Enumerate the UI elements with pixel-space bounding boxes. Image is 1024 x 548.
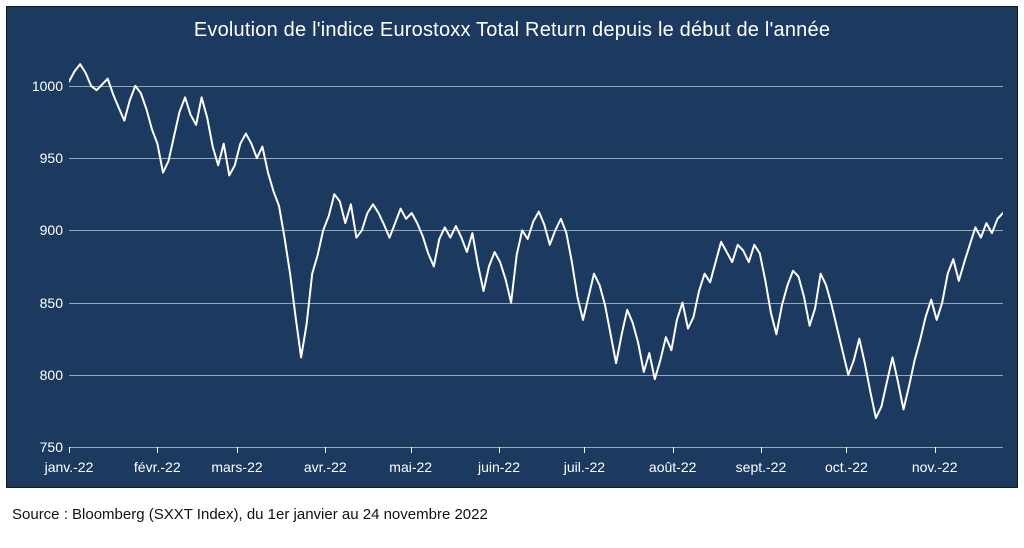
x-tick-mark (761, 447, 762, 453)
x-tick-mark (325, 447, 326, 453)
gridline (69, 303, 1003, 304)
source-caption: Source : Bloomberg (SXXT Index), du 1er … (12, 506, 1018, 523)
y-tick-label: 750 (19, 439, 63, 455)
x-tick-mark (157, 447, 158, 453)
gridline (69, 86, 1003, 87)
x-tick-mark (935, 447, 936, 453)
x-tick-mark (673, 447, 674, 453)
x-tick-label: janv.-22 (45, 459, 94, 475)
y-tick-label: 900 (19, 222, 63, 238)
x-tick-mark (499, 447, 500, 453)
y-tick-label: 950 (19, 150, 63, 166)
gridline (69, 447, 1003, 448)
x-tick-label: févr.-22 (134, 459, 181, 475)
chart-frame: Evolution de l'indice Eurostoxx Total Re… (6, 6, 1018, 488)
x-tick-label: mai-22 (389, 459, 432, 475)
x-tick-label: oct.-22 (825, 459, 868, 475)
x-tick-mark (237, 447, 238, 453)
y-tick-label: 1000 (19, 78, 63, 94)
x-tick-label: nov.-22 (912, 459, 958, 475)
x-tick-label: août-22 (649, 459, 696, 475)
line-series (69, 57, 1003, 447)
x-tick-label: sept.-22 (736, 459, 787, 475)
x-tick-label: juin-22 (478, 459, 520, 475)
y-tick-label: 800 (19, 367, 63, 383)
y-tick-label: 850 (19, 295, 63, 311)
x-tick-label: avr.-22 (304, 459, 347, 475)
x-tick-mark (411, 447, 412, 453)
x-tick-label: mars-22 (211, 459, 262, 475)
plot-area: 7508008509009501000janv.-22févr.-22mars-… (69, 57, 1003, 447)
x-tick-label: juil.-22 (564, 459, 605, 475)
gridline (69, 375, 1003, 376)
chart-title: Evolution de l'indice Eurostoxx Total Re… (7, 19, 1017, 42)
x-tick-mark (584, 447, 585, 453)
gridline (69, 230, 1003, 231)
x-tick-mark (846, 447, 847, 453)
x-tick-mark (69, 447, 70, 453)
gridline (69, 158, 1003, 159)
